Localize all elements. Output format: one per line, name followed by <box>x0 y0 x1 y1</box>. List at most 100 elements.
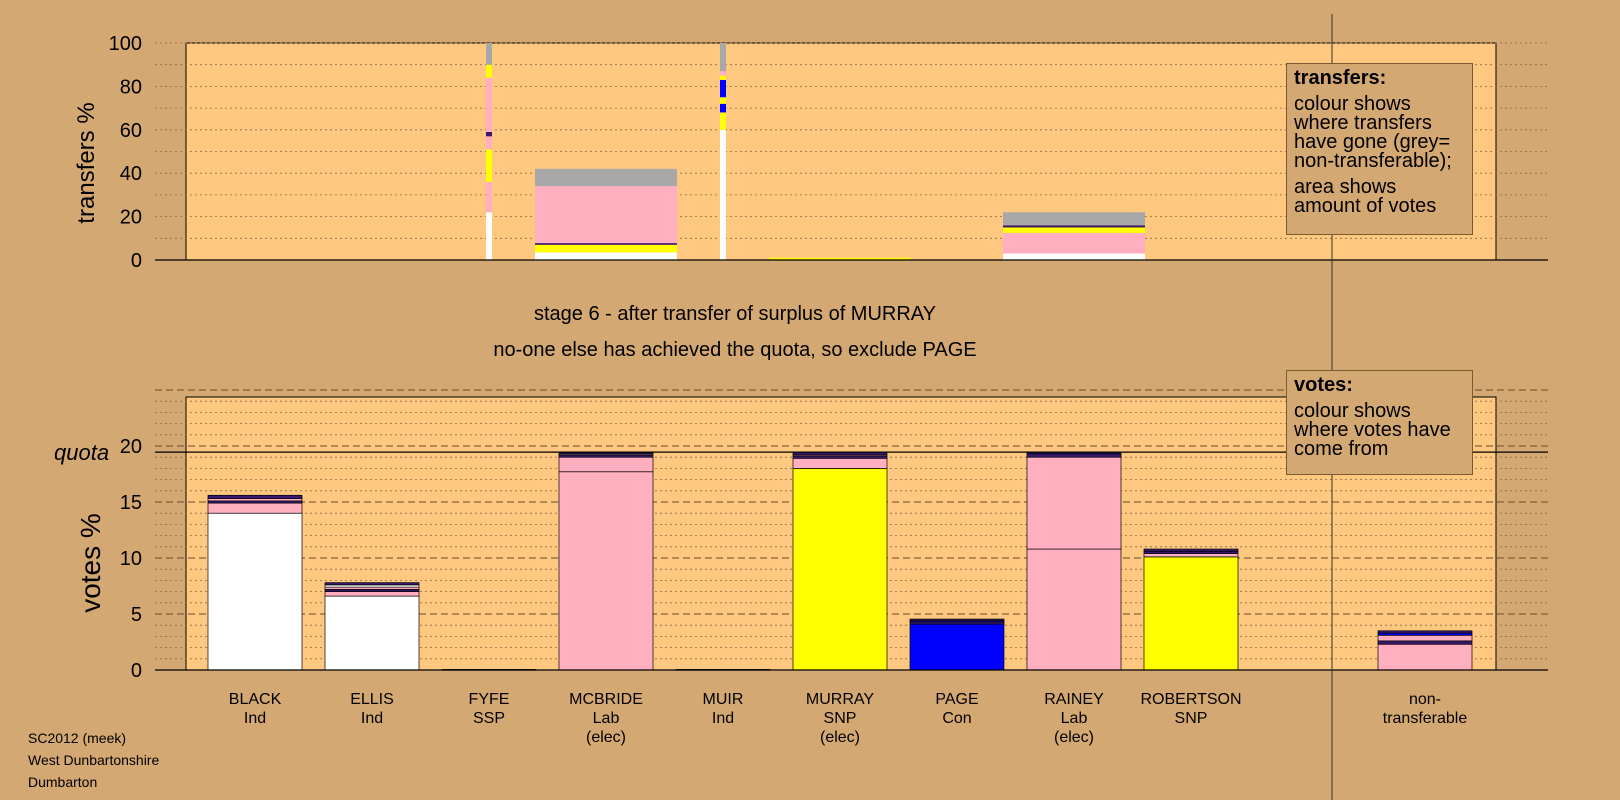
candidate-label: MCBRIDE <box>569 691 643 708</box>
transfers-y-ticks: 0 20 40 60 80 100 <box>109 33 142 272</box>
transfers-bars <box>486 43 1145 260</box>
vote-segment <box>207 494 303 499</box>
transfers-legend-line1: colour shows where transfers have gone (… <box>1294 93 1452 172</box>
transfer-segment <box>486 136 492 150</box>
candidate-label: ELLIS <box>350 691 394 708</box>
transfer-segment <box>486 77 492 132</box>
transfer-segment <box>486 64 492 78</box>
vote-segment <box>1377 634 1473 642</box>
transfers-y-tick-label: 100 <box>109 33 142 55</box>
vote-segment <box>207 502 303 514</box>
candidate-label: MURRAY <box>806 691 874 708</box>
vote-segment <box>558 456 654 473</box>
candidate-label: non- <box>1409 691 1441 708</box>
transfer-segment <box>1003 253 1145 260</box>
vote-segment <box>207 512 303 671</box>
vote-segment <box>558 471 654 671</box>
transfer-segment <box>486 149 492 182</box>
vote-segment <box>1143 548 1239 552</box>
transfers-legend-title: transfers: <box>1294 67 1387 89</box>
votes-y-tick-label: 15 <box>120 492 142 514</box>
transfer-segment <box>535 243 677 245</box>
transfers-y-tick-label: 0 <box>131 250 142 272</box>
quota-label: quota <box>54 440 109 465</box>
candidate-label: (elec) <box>820 729 860 746</box>
transfer-segment <box>535 186 677 244</box>
transfer-segment <box>1003 212 1145 226</box>
candidate-label: Lab <box>1061 710 1088 727</box>
vote-segment <box>909 618 1005 622</box>
votes-y-tick-label: 0 <box>131 660 142 682</box>
votes-x-labels: BLACK Ind ELLIS Ind FYFE SSP MCBRIDE Lab (elec) M… <box>229 691 1468 746</box>
candidate-label: RAINEY <box>1044 691 1104 708</box>
votes-y-ticks: 0 5 10 15 20 <box>120 436 142 682</box>
transfer-segment <box>720 75 726 80</box>
votes-bars <box>207 451 1473 671</box>
vote-segment <box>792 468 888 671</box>
vote-segment <box>1377 640 1473 645</box>
transfer-segment <box>486 43 492 65</box>
votes-y-tick-label: 20 <box>120 436 142 458</box>
candidate-label: Lab <box>593 710 620 727</box>
votes-y-axis-label: votes % <box>75 513 106 613</box>
candidate-label: Ind <box>244 710 266 727</box>
candidate-label: FYFE <box>469 691 510 708</box>
vote-segment <box>324 591 420 597</box>
transfer-segment <box>486 212 492 260</box>
footer-council: West Dunbartonshire <box>28 752 160 768</box>
transfers-y-tick-label: 80 <box>120 76 142 98</box>
votes-y-tick-label: 5 <box>131 604 142 626</box>
transfers-y-axis-label: transfers % <box>73 102 100 223</box>
candidate-label: SNP <box>824 710 857 727</box>
transfer-segment <box>1003 227 1145 233</box>
votes-y-tick-label: 10 <box>120 548 142 570</box>
vote-segment <box>1143 556 1239 671</box>
votes-panel: 0 5 10 15 20 BLACK Ind ELLIS Ind FYFE SSP MCBRIDE L… <box>54 389 1548 746</box>
candidate-label: SSP <box>473 710 505 727</box>
candidate-label: MUIR <box>703 691 744 708</box>
stage-note: no-one else has achieved the quota, so e… <box>493 339 976 361</box>
candidate-label: Ind <box>361 710 383 727</box>
vote-segment <box>1026 456 1122 550</box>
vote-segment <box>1026 548 1122 671</box>
vote-segment <box>324 582 420 586</box>
transfer-segment <box>720 79 726 98</box>
stage-title: stage 6 - after transfer of surplus of M… <box>534 303 936 325</box>
transfer-segment <box>486 131 492 137</box>
candidate-label: Ind <box>712 710 734 727</box>
vote-segment <box>1377 643 1473 671</box>
transfers-legend-line2: area shows amount of votes <box>1294 176 1437 217</box>
candidate-label: PAGE <box>935 691 978 708</box>
transfer-segment <box>486 181 492 213</box>
transfer-segment <box>720 71 726 76</box>
footer-ward: Dumbarton <box>28 774 98 790</box>
transfers-panel: 0 20 40 60 80 100 transfers % <box>73 33 1548 272</box>
candidate-label: Con <box>942 710 971 727</box>
vote-segment <box>792 457 888 469</box>
transfer-segment <box>1003 225 1145 228</box>
transfer-segment <box>720 112 726 130</box>
transfers-y-tick-label: 40 <box>120 163 142 185</box>
transfer-segment <box>535 168 677 187</box>
vote-segment <box>909 623 1005 671</box>
candidate-label: transferable <box>1383 710 1468 727</box>
transfer-segment <box>1003 232 1145 254</box>
candidate-label: ROBERTSON <box>1140 691 1241 708</box>
transfer-segment <box>720 129 726 260</box>
votes-legend-title: votes: <box>1294 374 1353 396</box>
vote-segment <box>324 595 420 671</box>
transfer-segment <box>720 103 726 113</box>
transfer-segment <box>535 252 677 260</box>
transfer-segment <box>720 43 726 72</box>
transfers-y-tick-label: 20 <box>120 207 142 229</box>
vote-segment <box>1143 553 1239 558</box>
vote-segment <box>1026 453 1122 458</box>
votes-legend: votes: colour shows where votes have com… <box>1286 370 1473 475</box>
transfer-segment <box>769 257 911 260</box>
candidate-label: (elec) <box>586 729 626 746</box>
vote-segment <box>1377 630 1473 634</box>
candidate-label: BLACK <box>229 691 282 708</box>
candidate-label: (elec) <box>1054 729 1094 746</box>
transfer-segment <box>720 97 726 104</box>
